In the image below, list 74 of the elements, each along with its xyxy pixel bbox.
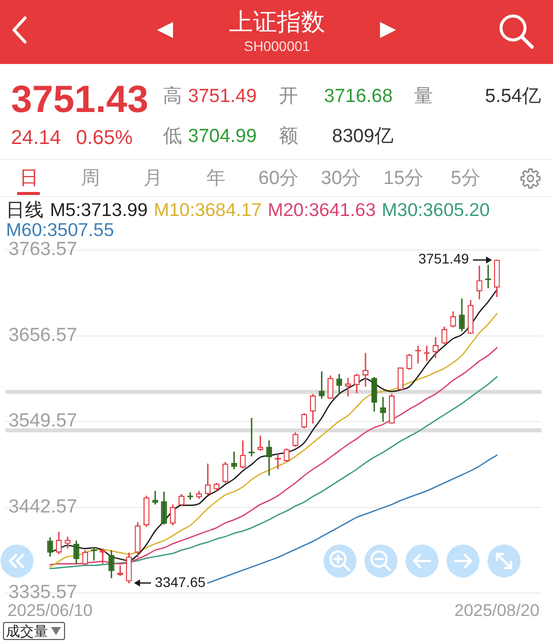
candlestick [318,370,325,400]
candlestick [204,462,211,496]
text: 3751.43 [11,78,148,123]
text: 3704.99 [188,124,257,148]
chart-title: 上证指数 [229,8,325,38]
candlestick [458,298,465,332]
legend-title: 日线 [6,199,44,220]
candlestick [380,396,386,423]
candlestick [170,504,176,526]
dropdown: 成交量 [3,622,65,640]
candlestick [257,434,264,452]
candlestick [82,549,88,566]
candlestick [284,448,290,463]
candlestick [47,536,54,558]
candlestick [344,377,351,398]
text: 60分 [258,166,299,190]
candlestick [108,549,114,579]
annotation: 3347.65 [154,574,206,590]
candlestick [56,531,62,555]
text: M5:3713.99 [50,199,148,220]
candlestick [310,393,316,424]
y-tick-label: 3442.57 [8,496,78,518]
candlestick [432,336,439,359]
text: 5分 [450,166,480,190]
candlestick [266,440,272,476]
candlestick [406,353,412,371]
text: 30分 [320,166,362,190]
text: 0.65% [76,126,133,150]
annotation: 3751.49 [418,250,470,267]
text: 24.14 [11,126,62,150]
candlestick [301,412,308,430]
candlestick [292,432,298,448]
text: 周 [81,166,100,190]
candlestick [178,493,184,507]
candlestick [73,540,80,565]
candlestick [441,326,448,345]
y-tick-label: 3656.57 [8,324,78,346]
text: 低 [163,124,182,148]
y-tick-label: 3335.57 [8,582,78,604]
y-tick-label: 3763.57 [8,239,78,260]
text: 量 [414,84,433,108]
y-tick-label: 3549.57 [8,410,78,432]
candlestick [371,376,378,412]
candlestick [362,352,368,388]
x-tick-label: 2025/08/20 [454,600,540,620]
text: 日 [20,166,38,190]
candlestick [240,440,246,470]
candlestick [161,490,167,526]
candlestick [126,552,132,584]
candlestick [354,373,360,394]
candlestick [476,264,482,300]
text: 月 [144,166,162,190]
candlestick [450,310,456,328]
text: 额 [279,124,298,148]
line-series [207,454,498,584]
candlestick [231,450,238,470]
text: 5.54亿 [485,84,541,108]
text: 3751.49 [188,84,257,108]
candlestick [336,373,342,395]
text: M60:3507.55 [6,219,114,240]
text: M20:3641.63 [268,199,376,220]
text: 15分 [383,166,424,190]
candlestick [64,536,71,550]
text: 3716.68 [324,84,393,108]
text: M30:3605.20 [382,199,490,220]
candlestick [222,461,228,484]
text: M10:3684.17 [154,199,262,220]
text: 8309亿 [332,124,394,148]
candlestick [327,374,334,400]
x-tick-label: 2025/06/10 [8,600,93,620]
text: 高 [163,84,182,108]
text: 年 [206,166,226,190]
chart-subtitle: SH000001 [244,38,310,55]
text: 开 [279,84,298,108]
